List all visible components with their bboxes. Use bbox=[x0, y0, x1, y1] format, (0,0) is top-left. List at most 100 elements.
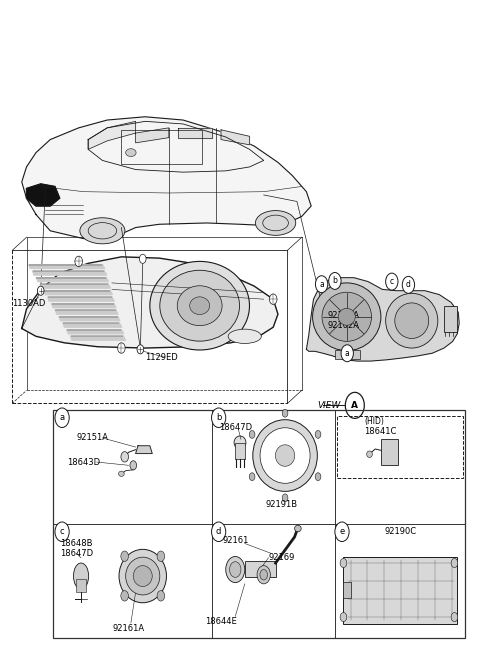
Ellipse shape bbox=[367, 451, 372, 457]
Circle shape bbox=[121, 551, 129, 562]
Text: e: e bbox=[339, 528, 345, 536]
Polygon shape bbox=[22, 257, 278, 348]
Circle shape bbox=[226, 556, 245, 583]
Text: (HID): (HID) bbox=[364, 417, 384, 426]
Circle shape bbox=[249, 473, 255, 480]
Ellipse shape bbox=[234, 436, 246, 449]
Circle shape bbox=[402, 277, 415, 293]
Circle shape bbox=[249, 430, 255, 438]
Circle shape bbox=[451, 612, 458, 622]
Bar bbox=[335, 350, 360, 359]
Ellipse shape bbox=[73, 563, 89, 589]
Polygon shape bbox=[71, 336, 126, 340]
Text: c: c bbox=[60, 528, 64, 536]
Bar bbox=[337, 417, 463, 478]
Ellipse shape bbox=[255, 211, 296, 235]
Text: 18644E: 18644E bbox=[205, 617, 237, 626]
Bar bbox=[343, 582, 350, 598]
Bar bbox=[121, 130, 202, 164]
Polygon shape bbox=[306, 278, 459, 361]
Text: 92102A: 92102A bbox=[328, 321, 360, 330]
Polygon shape bbox=[88, 122, 136, 149]
Text: b: b bbox=[333, 277, 337, 285]
Ellipse shape bbox=[150, 261, 250, 350]
Circle shape bbox=[121, 591, 129, 601]
Polygon shape bbox=[221, 130, 250, 145]
Circle shape bbox=[212, 522, 226, 541]
Polygon shape bbox=[59, 317, 120, 321]
Ellipse shape bbox=[395, 303, 429, 338]
Polygon shape bbox=[33, 271, 107, 275]
Ellipse shape bbox=[228, 329, 261, 344]
Polygon shape bbox=[22, 117, 311, 238]
Ellipse shape bbox=[385, 293, 438, 348]
Text: 1130AD: 1130AD bbox=[12, 299, 46, 308]
Circle shape bbox=[257, 566, 270, 584]
Polygon shape bbox=[26, 184, 60, 206]
Text: 92190C: 92190C bbox=[384, 528, 417, 536]
Ellipse shape bbox=[276, 445, 295, 466]
Circle shape bbox=[157, 591, 165, 601]
Ellipse shape bbox=[133, 566, 152, 587]
Circle shape bbox=[451, 558, 458, 568]
Text: 18647D: 18647D bbox=[60, 549, 93, 558]
Circle shape bbox=[157, 551, 165, 562]
Ellipse shape bbox=[80, 217, 125, 244]
Polygon shape bbox=[29, 265, 105, 269]
Polygon shape bbox=[40, 284, 110, 288]
Text: d: d bbox=[216, 528, 221, 536]
Circle shape bbox=[345, 392, 364, 419]
Text: d: d bbox=[406, 281, 411, 289]
Circle shape bbox=[137, 345, 144, 354]
Text: 92191B: 92191B bbox=[266, 501, 298, 509]
Polygon shape bbox=[179, 128, 212, 137]
Circle shape bbox=[212, 408, 226, 428]
Circle shape bbox=[315, 276, 328, 292]
Ellipse shape bbox=[126, 557, 160, 595]
Text: a: a bbox=[345, 349, 349, 358]
Ellipse shape bbox=[126, 148, 136, 156]
Circle shape bbox=[121, 451, 129, 462]
Polygon shape bbox=[44, 290, 112, 294]
Circle shape bbox=[130, 461, 137, 470]
Text: 92161: 92161 bbox=[222, 535, 249, 545]
Bar bbox=[343, 556, 457, 623]
Circle shape bbox=[385, 273, 398, 290]
Text: b: b bbox=[216, 413, 221, 422]
Ellipse shape bbox=[160, 270, 240, 341]
Ellipse shape bbox=[119, 471, 124, 476]
Polygon shape bbox=[56, 310, 118, 314]
Text: c: c bbox=[390, 277, 394, 286]
Text: 18647D: 18647D bbox=[219, 423, 252, 432]
Circle shape bbox=[37, 286, 44, 295]
Ellipse shape bbox=[190, 297, 210, 315]
Polygon shape bbox=[52, 304, 116, 307]
Text: 92101A: 92101A bbox=[328, 311, 360, 320]
Circle shape bbox=[229, 562, 241, 578]
Circle shape bbox=[329, 273, 341, 290]
Polygon shape bbox=[36, 278, 108, 282]
Ellipse shape bbox=[260, 428, 310, 484]
Text: 92169: 92169 bbox=[268, 553, 295, 562]
Text: 92161A: 92161A bbox=[112, 623, 144, 633]
Circle shape bbox=[282, 494, 288, 502]
Text: a: a bbox=[60, 413, 65, 422]
Bar bbox=[381, 440, 398, 465]
Polygon shape bbox=[136, 445, 152, 453]
Text: VIEW: VIEW bbox=[317, 401, 341, 410]
Circle shape bbox=[139, 254, 146, 263]
Bar bbox=[245, 561, 276, 578]
Ellipse shape bbox=[338, 308, 355, 325]
Circle shape bbox=[269, 294, 277, 304]
Polygon shape bbox=[48, 297, 114, 301]
Bar bbox=[444, 306, 457, 332]
Circle shape bbox=[315, 473, 321, 480]
Circle shape bbox=[340, 558, 347, 568]
Text: 92151A: 92151A bbox=[76, 434, 108, 442]
Text: 18648B: 18648B bbox=[60, 539, 92, 548]
Circle shape bbox=[75, 256, 83, 267]
Polygon shape bbox=[136, 128, 169, 143]
Ellipse shape bbox=[322, 292, 372, 342]
Ellipse shape bbox=[177, 286, 222, 326]
Ellipse shape bbox=[295, 525, 301, 532]
